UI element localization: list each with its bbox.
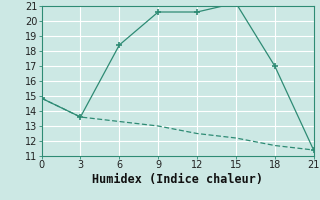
- X-axis label: Humidex (Indice chaleur): Humidex (Indice chaleur): [92, 173, 263, 186]
